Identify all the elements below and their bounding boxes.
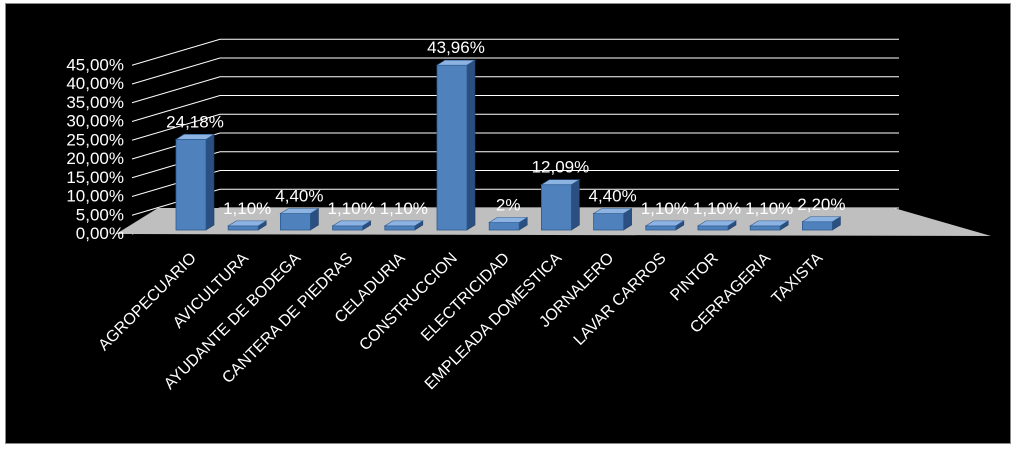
data-label: 1,10% xyxy=(745,199,793,218)
bar-top xyxy=(331,220,372,227)
bar-front xyxy=(384,225,416,231)
bar-top xyxy=(488,217,529,223)
bar-top xyxy=(435,59,477,66)
data-label: 4,40% xyxy=(588,187,636,206)
gridline xyxy=(131,57,899,85)
gridline xyxy=(131,76,899,104)
bar xyxy=(749,220,790,231)
y-axis-ticks: 0,00%5,00%10,00%15,00%20,00%25,00%30,00%… xyxy=(66,55,124,243)
bar-front xyxy=(488,222,520,231)
bar xyxy=(174,133,216,231)
bar-front xyxy=(645,225,677,231)
y-tick-label: 45,00% xyxy=(66,55,124,74)
chart-frame: 0,00% 5,00% 10,00% 15,00% 20,00% 25,00% 30,00%… xyxy=(5,3,1011,444)
gridline xyxy=(131,113,899,141)
bar-front xyxy=(802,221,833,231)
x-category-label: ELECTRICIDAD xyxy=(418,250,513,345)
bar-front xyxy=(593,213,624,231)
bar-top xyxy=(644,220,685,227)
data-label: 2% xyxy=(496,196,521,215)
bar-top xyxy=(227,220,268,227)
bar-front xyxy=(227,225,259,231)
bar xyxy=(383,220,424,231)
bar-top xyxy=(383,220,424,227)
bar xyxy=(227,220,268,231)
bar-top xyxy=(540,179,581,185)
data-label: 24,18% xyxy=(166,112,224,131)
y-tick-label: 30,00% xyxy=(66,112,124,131)
bar-top xyxy=(801,216,842,223)
data-label: 2,20% xyxy=(797,195,845,214)
bar-top xyxy=(696,220,738,227)
bar xyxy=(488,216,529,231)
y-tick-label: 15,00% xyxy=(66,168,124,187)
bar-top xyxy=(279,208,320,214)
bar-front xyxy=(279,213,311,231)
x-category-label: CONSTRUCCION xyxy=(356,250,460,354)
y-tick-label: 35,00% xyxy=(66,93,124,112)
gridline xyxy=(131,38,899,66)
gridline xyxy=(131,132,899,160)
y-tick-label: 5,00% xyxy=(76,205,124,224)
bar-front xyxy=(749,225,781,231)
y-tick-label: 0,00% xyxy=(76,224,124,243)
bar xyxy=(540,179,581,231)
bar-top xyxy=(174,134,216,140)
x-category-label: LAVAR CARROS xyxy=(571,250,670,349)
gridline xyxy=(131,95,899,122)
bars xyxy=(174,59,842,231)
bar-top xyxy=(592,208,633,214)
bar-front xyxy=(541,184,572,231)
bar-front xyxy=(436,64,468,231)
gridline xyxy=(131,188,899,216)
bar xyxy=(644,220,685,231)
bar xyxy=(279,207,320,231)
y-tick-label: 20,00% xyxy=(66,149,124,168)
data-label: 1,10% xyxy=(223,199,271,218)
bar-side xyxy=(571,179,580,231)
bar-front xyxy=(697,225,729,231)
data-labels: 24,18%1,10%4,40%1,10% 1,10%43,96%2%12,09%… xyxy=(166,38,845,218)
bar xyxy=(331,220,372,231)
data-label: 1,10% xyxy=(641,199,689,218)
data-label: 43,96% xyxy=(427,38,485,57)
gridlines xyxy=(131,38,899,235)
data-label: 1,10% xyxy=(327,199,375,218)
x-category-label: AGROPECUARIO xyxy=(95,250,199,354)
bar xyxy=(801,216,842,231)
bar-top xyxy=(749,220,790,227)
y-tick-label: 40,00% xyxy=(66,74,124,93)
y-tick-label: 25,00% xyxy=(66,130,124,149)
bar-side xyxy=(205,133,215,231)
gridline xyxy=(131,151,899,179)
bar xyxy=(592,207,633,231)
bar-side xyxy=(466,59,476,231)
x-category-label: PINTOR xyxy=(667,250,722,305)
data-label: 12,09% xyxy=(532,158,590,177)
bar-chart: 0,00%5,00%10,00%15,00%20,00%25,00%30,00%… xyxy=(66,38,991,394)
bar-front xyxy=(175,138,207,231)
gridline xyxy=(131,170,899,197)
bar xyxy=(696,220,738,231)
x-category-label: TAXISTA xyxy=(769,250,827,308)
data-label: 1,10% xyxy=(380,199,428,218)
data-label: 1,10% xyxy=(693,199,741,218)
data-label: 4,40% xyxy=(275,187,323,206)
bar-front xyxy=(332,225,364,231)
bar xyxy=(435,59,477,231)
y-tick-label: 10,00% xyxy=(66,187,124,206)
